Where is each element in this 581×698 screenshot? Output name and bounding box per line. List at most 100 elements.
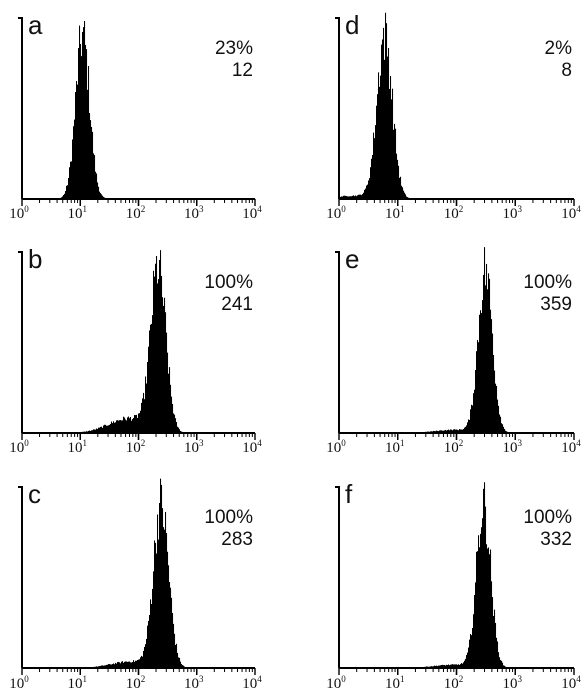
histogram-bin [131, 662, 133, 668]
histogram-bin [171, 597, 173, 668]
histogram-bin [100, 426, 102, 433]
histogram-bin [142, 656, 144, 668]
histogram-bin [352, 195, 354, 199]
histogram-bin [451, 664, 453, 668]
histogram-bin [245, 432, 247, 433]
histogram-bin [465, 426, 467, 433]
histogram-bin [390, 75, 392, 199]
histogram-bin [481, 313, 483, 433]
histogram-bin [77, 432, 79, 433]
histogram-bin [359, 194, 361, 199]
histogram-bin [486, 544, 488, 668]
histogram-bin [132, 662, 134, 668]
histogram-bin [243, 198, 245, 199]
histogram-bin [435, 431, 437, 433]
histogram-bin [444, 430, 446, 433]
histogram-bin [387, 56, 389, 200]
histogram-bin [99, 666, 101, 668]
x-tick-label: 102 [126, 674, 146, 692]
histogram-bin [470, 409, 472, 433]
histogram-bin [166, 332, 168, 433]
histogram-bin [425, 666, 427, 668]
histogram-panel-f: 100 101 102 103 104 f 100%332 [326, 479, 581, 692]
histogram-bin [254, 198, 256, 199]
histogram-bin [86, 667, 88, 668]
histogram-bin [458, 664, 460, 668]
histogram-bin [150, 324, 152, 433]
histogram-bin [432, 666, 434, 668]
histogram-bin [113, 663, 115, 668]
histogram-bin [100, 665, 102, 668]
histogram-bin [410, 198, 412, 199]
histogram-bin [445, 429, 447, 433]
histogram-bin [386, 23, 388, 200]
mean-fluorescence-label: 241 [221, 294, 253, 315]
histogram-bin [99, 427, 101, 433]
histogram-bin [171, 396, 173, 433]
panel-letter: f [345, 479, 353, 509]
x-tick-label: 103 [184, 438, 204, 456]
histogram-bin [126, 661, 128, 668]
histogram-bin [506, 667, 508, 668]
histogram-bin [374, 138, 376, 199]
histogram-bin [207, 667, 209, 668]
histogram-bin [393, 129, 395, 199]
histogram-bin [121, 420, 123, 433]
panel-letter: b [28, 244, 42, 274]
histogram-bin [434, 665, 436, 668]
histogram-bin [407, 197, 409, 199]
histogram-bin [362, 194, 364, 199]
histogram-bin [489, 554, 491, 668]
histogram-bin [95, 666, 97, 668]
histogram-bin [129, 661, 131, 668]
histogram-bin [115, 662, 117, 668]
histogram-bin [110, 664, 112, 668]
histogram-bin [491, 581, 493, 668]
histogram-bin [471, 404, 473, 433]
histogram-bin [472, 628, 474, 668]
histogram-bin [99, 191, 101, 199]
histogram-bin [72, 139, 74, 199]
histogram-bin [376, 105, 378, 199]
histogram-bin [501, 423, 503, 433]
histogram-bin [450, 429, 452, 433]
histogram-bin [154, 276, 156, 433]
histogram-bin [347, 432, 349, 433]
x-tick-label: 102 [444, 204, 464, 222]
x-tick-label: 103 [503, 438, 523, 456]
histogram-bin [137, 660, 139, 668]
histogram-bin [175, 644, 177, 668]
histogram-bin [69, 167, 71, 199]
histogram-bin [431, 666, 433, 668]
histogram-bin [87, 431, 89, 433]
histogram-bin [164, 297, 166, 433]
histogram-bin [169, 582, 171, 668]
histogram-bin [341, 196, 343, 199]
histogram-bin [131, 420, 133, 433]
histogram-bin [503, 665, 505, 668]
histogram-bin [145, 376, 147, 433]
histogram-bin [495, 383, 497, 433]
histogram-bin [404, 432, 406, 433]
histogram-bin [517, 198, 519, 199]
histogram-bin [159, 502, 161, 668]
histogram-bin [103, 196, 105, 199]
histogram-bin [81, 431, 83, 433]
histogram-bin [367, 184, 369, 199]
x-tick-label: 100 [326, 674, 346, 692]
histogram-bin [128, 661, 130, 668]
histogram-bin [103, 425, 105, 433]
histogram-bin [125, 661, 127, 668]
histogram-bin [432, 431, 434, 433]
histogram-bin [452, 430, 454, 433]
histogram-bin [94, 429, 96, 433]
histogram-bin [161, 484, 163, 668]
x-tick-label: 101 [68, 204, 88, 222]
histogram-bin [461, 429, 463, 433]
histogram-bin [154, 540, 156, 668]
histogram-bin [184, 666, 186, 668]
histogram-bin [460, 664, 462, 668]
histogram-bin [163, 527, 165, 668]
histogram-bin [62, 432, 64, 433]
histogram-bin [63, 194, 65, 199]
